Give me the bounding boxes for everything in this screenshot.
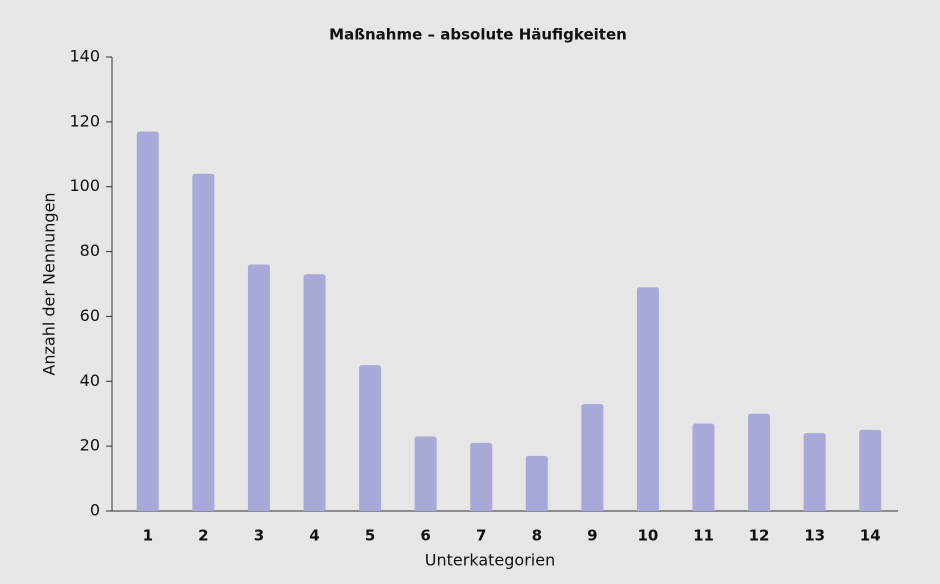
bar [525,455,548,511]
bar [414,436,437,511]
x-tick-label: 14 [860,527,881,545]
bar [470,442,493,511]
y-tick-label: 80 [80,241,100,260]
y-tick-label: 100 [69,176,100,195]
bar [692,423,715,511]
x-tick-label: 1 [143,527,153,545]
x-tick-label: 11 [693,527,714,545]
y-tick-label: 0 [90,501,100,520]
x-tick-label: 10 [637,527,658,545]
bar [192,173,215,511]
bar [581,403,604,511]
x-tick-label: 13 [804,527,825,545]
bar [303,274,326,511]
x-tick-label: 4 [309,527,319,545]
x-tick-label: 9 [587,527,597,545]
x-axis-label: Unterkategorien [425,551,555,570]
bar [748,413,771,511]
y-tick-label: 20 [80,436,100,455]
y-tick-label: 120 [69,111,100,130]
chart-title: Maßnahme – absolute Häufigkeiten [329,26,627,44]
y-tick-label: 140 [69,47,100,66]
x-tick-label: 8 [532,527,542,545]
x-tick-label: 3 [254,527,264,545]
x-tick-label: 12 [749,527,770,545]
bar [636,287,659,511]
bar [247,264,270,511]
bar [803,433,826,511]
y-tick-label: 60 [80,306,100,325]
x-tick-label: 7 [476,527,486,545]
bar [859,429,882,511]
bar [136,131,159,512]
x-tick-label: 2 [198,527,208,545]
x-tick-label: 6 [420,527,430,545]
y-tick-label: 40 [80,371,100,390]
y-axis-label: Anzahl der Nennungen [40,192,59,375]
bar [359,365,382,511]
x-tick-label: 5 [365,527,375,545]
